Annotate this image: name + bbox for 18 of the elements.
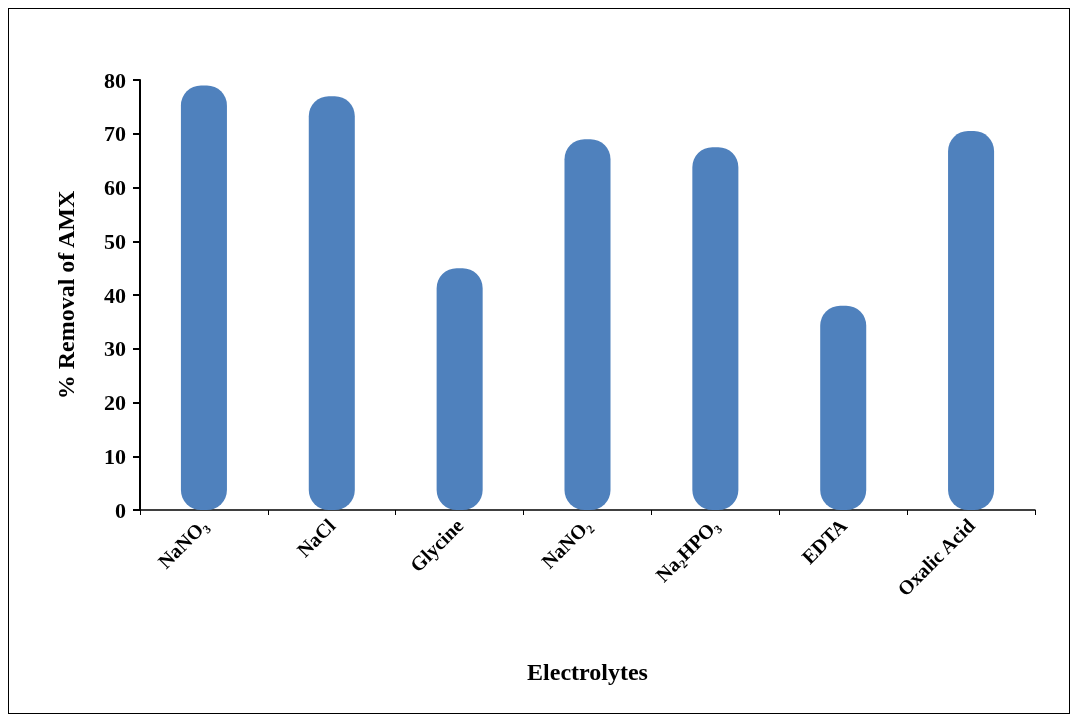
bar — [692, 147, 739, 510]
y-tick-label: 10 — [104, 443, 126, 469]
bar — [820, 305, 867, 510]
y-tick-label: 80 — [104, 67, 126, 93]
bar — [436, 268, 483, 510]
bar — [948, 131, 995, 510]
y-tick-label: 50 — [104, 228, 126, 254]
y-tick-label: 60 — [104, 175, 126, 200]
y-axis-title: % Removal of AMX — [53, 190, 79, 400]
y-tick-label: 70 — [104, 121, 126, 147]
y-tick-label: 40 — [104, 282, 126, 308]
y-tick-label: 30 — [104, 336, 126, 362]
y-tick-label: 20 — [104, 390, 126, 415]
x-axis-title: Electrolytes — [527, 659, 648, 685]
bar — [564, 139, 611, 510]
bar — [308, 96, 355, 510]
y-tick-label: 0 — [115, 497, 126, 523]
bar — [180, 85, 227, 510]
